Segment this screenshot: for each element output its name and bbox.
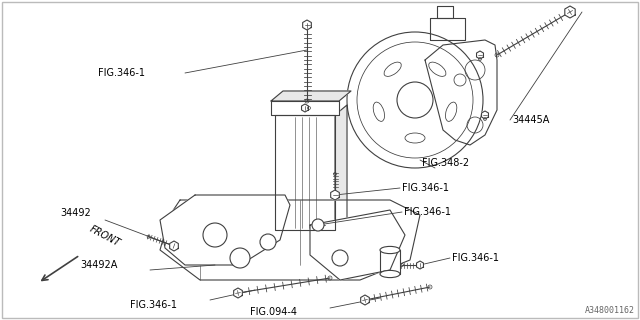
Polygon shape [234, 288, 243, 298]
Circle shape [230, 248, 250, 268]
Polygon shape [331, 190, 339, 200]
Text: 34445A: 34445A [512, 115, 549, 125]
Ellipse shape [405, 133, 425, 143]
Text: FIG.346-1: FIG.346-1 [452, 253, 499, 263]
Polygon shape [275, 115, 335, 230]
Polygon shape [425, 40, 497, 145]
Polygon shape [380, 250, 400, 274]
Text: A348001162: A348001162 [585, 306, 635, 315]
Polygon shape [160, 195, 290, 265]
Polygon shape [170, 241, 179, 251]
Polygon shape [417, 261, 424, 269]
Polygon shape [335, 105, 347, 230]
Ellipse shape [429, 62, 446, 76]
Polygon shape [160, 200, 420, 280]
Polygon shape [361, 295, 369, 305]
Circle shape [203, 223, 227, 247]
Polygon shape [481, 111, 488, 119]
Text: FIG.348-2: FIG.348-2 [422, 158, 469, 168]
Text: FIG.346-1: FIG.346-1 [98, 68, 145, 78]
Text: FIG.094-4: FIG.094-4 [250, 307, 297, 317]
Polygon shape [310, 210, 405, 280]
Circle shape [260, 234, 276, 250]
Polygon shape [430, 18, 465, 40]
Polygon shape [303, 20, 311, 30]
Circle shape [312, 219, 324, 231]
Text: FIG.346-1: FIG.346-1 [402, 183, 449, 193]
Circle shape [332, 250, 348, 266]
Text: FIG.346-1: FIG.346-1 [130, 300, 177, 310]
Polygon shape [271, 91, 351, 101]
Ellipse shape [380, 246, 400, 253]
Text: FRONT: FRONT [88, 224, 122, 248]
Ellipse shape [384, 62, 401, 76]
Polygon shape [477, 51, 483, 59]
Polygon shape [437, 6, 453, 18]
Polygon shape [565, 6, 575, 18]
Polygon shape [301, 104, 308, 112]
Text: FIG.346-1: FIG.346-1 [404, 207, 451, 217]
Ellipse shape [445, 102, 457, 121]
Ellipse shape [373, 102, 385, 121]
Polygon shape [271, 101, 339, 115]
Text: 34492: 34492 [60, 208, 91, 218]
Ellipse shape [380, 270, 400, 277]
Text: 34492A: 34492A [80, 260, 117, 270]
